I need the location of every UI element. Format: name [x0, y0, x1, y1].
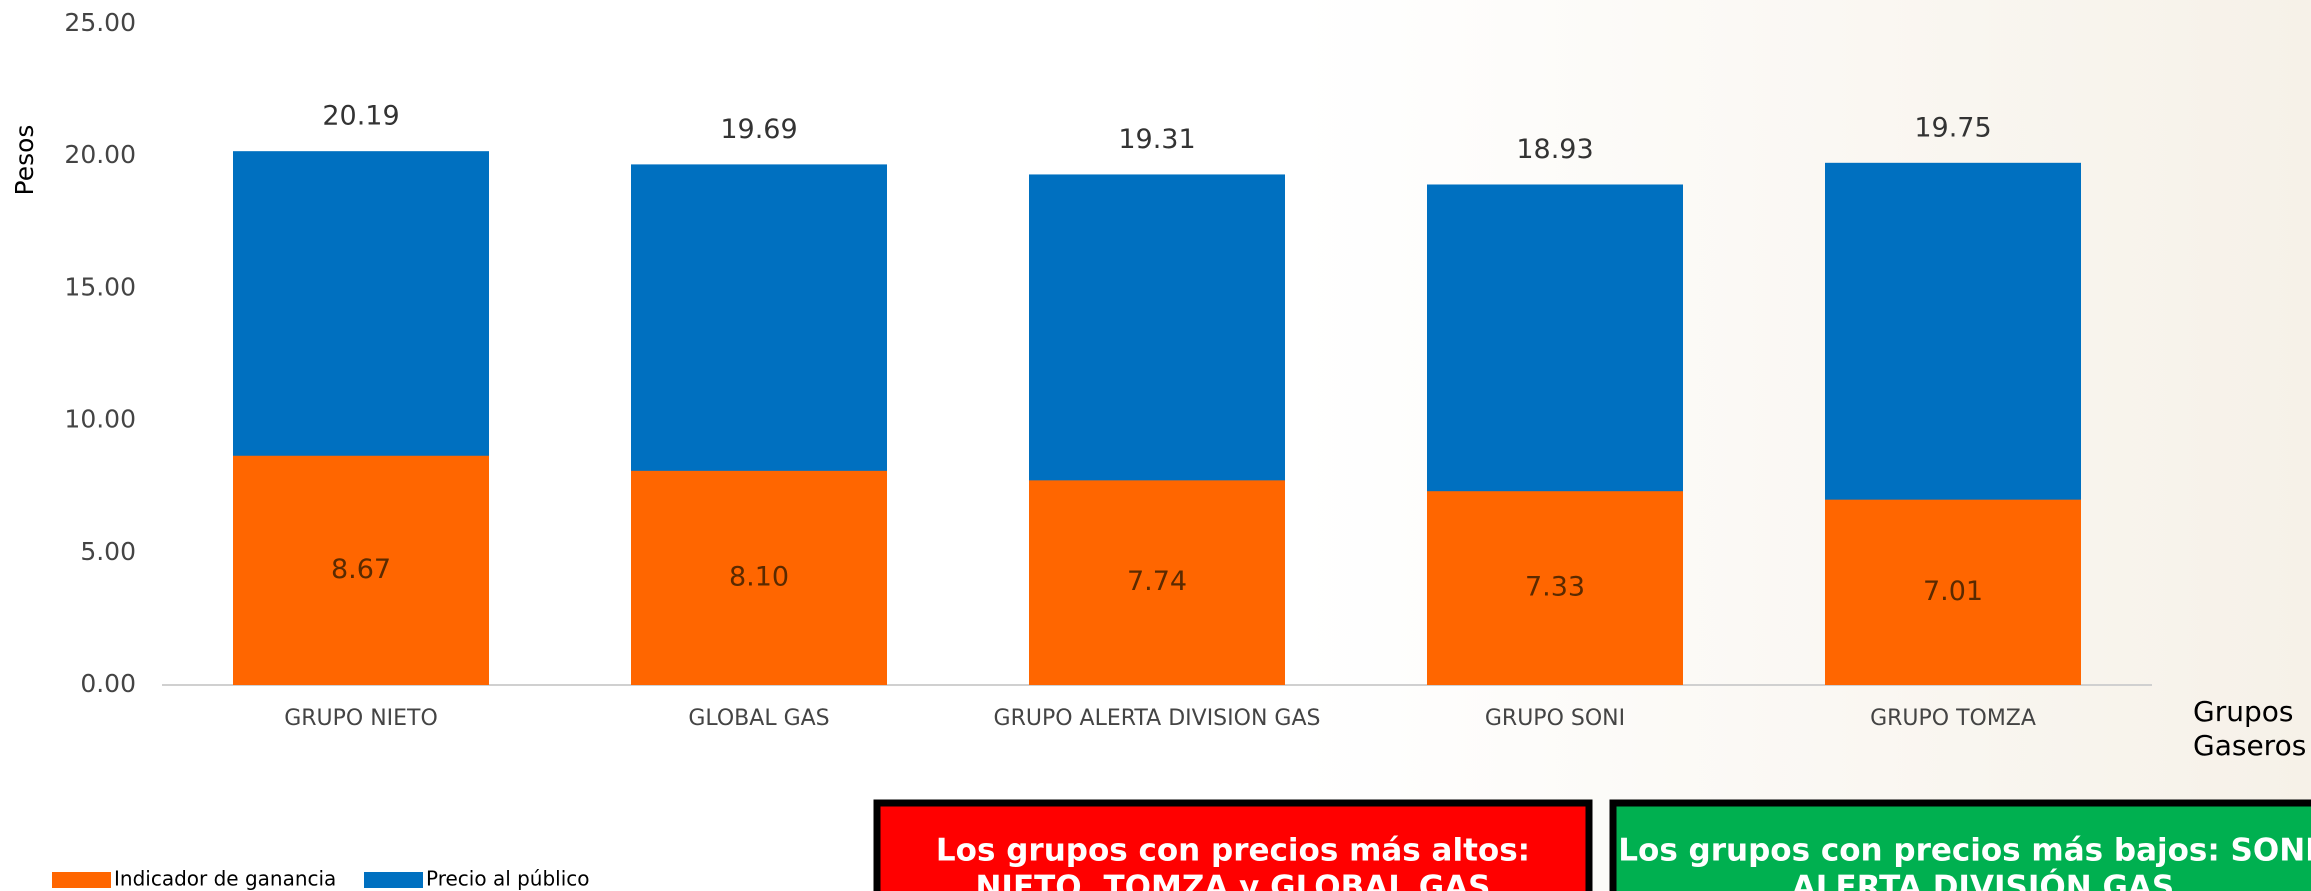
y-tick-label: 0.00 [80, 669, 136, 698]
data-label: 20.19 [322, 101, 399, 132]
bar [1029, 480, 1285, 685]
data-label: 19.75 [1914, 112, 1991, 143]
data-label: 7.01 [1923, 576, 1983, 607]
x-tick-label: GRUPO SONI [1485, 706, 1625, 731]
data-label: 19.69 [720, 114, 797, 145]
data-label: 8.10 [729, 561, 789, 592]
y-tick-label: 25.00 [64, 8, 136, 37]
y-tick-label: 10.00 [64, 405, 136, 434]
note-box [1609, 799, 2311, 891]
note-text: Los grupos con precios más altos: [936, 833, 1530, 869]
data-label: 18.93 [1516, 134, 1593, 165]
data-label: 7.74 [1127, 566, 1187, 597]
note-text: Los grupos con precios más bajos: SONI y [1618, 833, 2311, 869]
x-tick-label: GRUPO TOMZA [1870, 706, 2036, 731]
y-axis-label: Pesos [10, 125, 39, 196]
y-tick-label: 5.00 [80, 537, 136, 566]
data-label: 19.31 [1118, 124, 1195, 155]
y-tick-label: 20.00 [64, 140, 136, 169]
legend-label: Precio al público [426, 867, 590, 891]
x-axis-label: Gaseros [2193, 729, 2306, 762]
x-tick-label: GRUPO ALERTA DIVISION GAS [994, 706, 1321, 731]
legend-swatch [52, 872, 111, 888]
note-text: ALERTA DIVISIÓN GAS [1792, 869, 2174, 891]
y-tick-label: 15.00 [64, 272, 136, 301]
note-text: NIETO, TOMZA y GLOBAL GAS [975, 870, 1490, 891]
note-box [873, 799, 1593, 891]
data-label: 8.67 [331, 554, 391, 585]
bar [631, 470, 887, 685]
bar [1427, 491, 1683, 685]
x-tick-label: GRUPO NIETO [284, 706, 438, 731]
data-label: 7.33 [1525, 572, 1585, 603]
legend-label: Indicador de ganancia [114, 867, 336, 891]
x-tick-label: GLOBAL GAS [688, 706, 829, 731]
bar [1825, 499, 2081, 685]
bar [233, 455, 489, 685]
legend-swatch [364, 872, 423, 888]
x-axis-label: Grupos [2193, 695, 2293, 728]
